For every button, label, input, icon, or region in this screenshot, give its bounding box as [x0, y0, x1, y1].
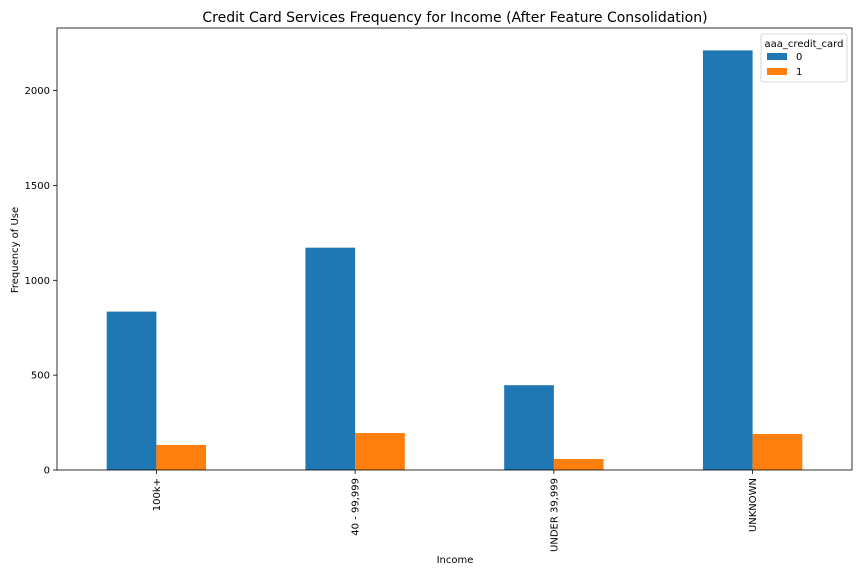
y-tick-label: 1500: [25, 181, 50, 192]
legend-label-0: 0: [796, 52, 802, 63]
legend-label-1: 1: [796, 67, 802, 78]
bar-series-0-unknown: [702, 50, 753, 470]
x-tick-label: 100k+: [152, 478, 163, 511]
legend-title: aaa_credit_card: [765, 39, 844, 50]
y-tick-label: 0: [44, 466, 50, 477]
y-tick-label: 500: [31, 371, 50, 382]
axes-frame: [56, 27, 853, 471]
legend-swatch-1: [767, 68, 787, 75]
x-tick-label: 40 - 99,999: [351, 478, 362, 536]
legend-swatch-0: [767, 53, 787, 60]
bar-series-0-under-39-999: [504, 385, 554, 470]
y-tick-label: 2000: [25, 86, 50, 97]
bar-series-1-100k-: [156, 444, 207, 470]
bar-series-0-100k-: [106, 311, 157, 470]
y-axis-label: Frequency of Use: [10, 207, 21, 293]
chart-title: Credit Card Services Frequency for Incom…: [202, 10, 707, 26]
bar-series-0-40-99-999: [305, 247, 356, 470]
bar-series-1-under-39-999: [553, 458, 604, 470]
legend: aaa_credit_card 0 1: [760, 33, 848, 83]
x-tick-label: UNKNOWN: [748, 478, 759, 532]
x-tick-label: UNDER 39,999: [549, 478, 560, 552]
plot-area: 0 500 1000 1500 2000 100k+ 40 - 99,999 UNDER 39…: [25, 27, 853, 552]
y-tick-label: 1000: [25, 276, 50, 287]
x-axis-label: Income: [437, 555, 474, 566]
bar-series-1-unknown: [752, 433, 803, 470]
bar-series-1-40-99-999: [355, 433, 405, 470]
